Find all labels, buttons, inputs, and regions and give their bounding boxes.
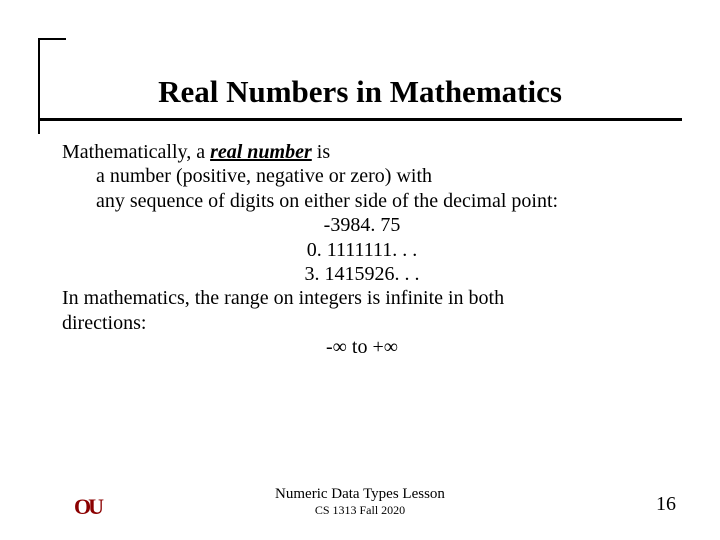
intro-pre: Mathematically, a: [62, 141, 210, 163]
example-1: -3984. 75: [62, 213, 662, 237]
example-2: 0. 1111111. . .: [62, 238, 662, 262]
title-rule: [38, 118, 682, 121]
range-line-2: directions:: [62, 311, 662, 335]
intro-term: real number: [210, 141, 312, 163]
slide-body: Mathematically, a real number is a numbe…: [62, 140, 662, 360]
footer-course: CS 1313 Fall 2020: [0, 503, 720, 518]
page-number: 16: [656, 493, 676, 516]
slide-title: Real Numbers in Mathematics: [0, 74, 720, 110]
range-expression: -∞ to +∞: [62, 335, 662, 359]
example-3: 3. 1415926. . .: [62, 262, 662, 286]
footer: Numeric Data Types Lesson CS 1313 Fall 2…: [0, 486, 720, 518]
slide: Real Numbers in Mathematics Mathematical…: [0, 0, 720, 540]
range-line-1: In mathematics, the range on integers is…: [62, 286, 662, 310]
intro-post: is: [312, 141, 330, 163]
footer-lesson: Numeric Data Types Lesson: [0, 486, 720, 503]
intro-line: Mathematically, a real number is: [62, 140, 662, 164]
def-line-1: a number (positive, negative or zero) wi…: [96, 164, 662, 188]
def-line-2: any sequence of digits on either side of…: [96, 189, 662, 213]
